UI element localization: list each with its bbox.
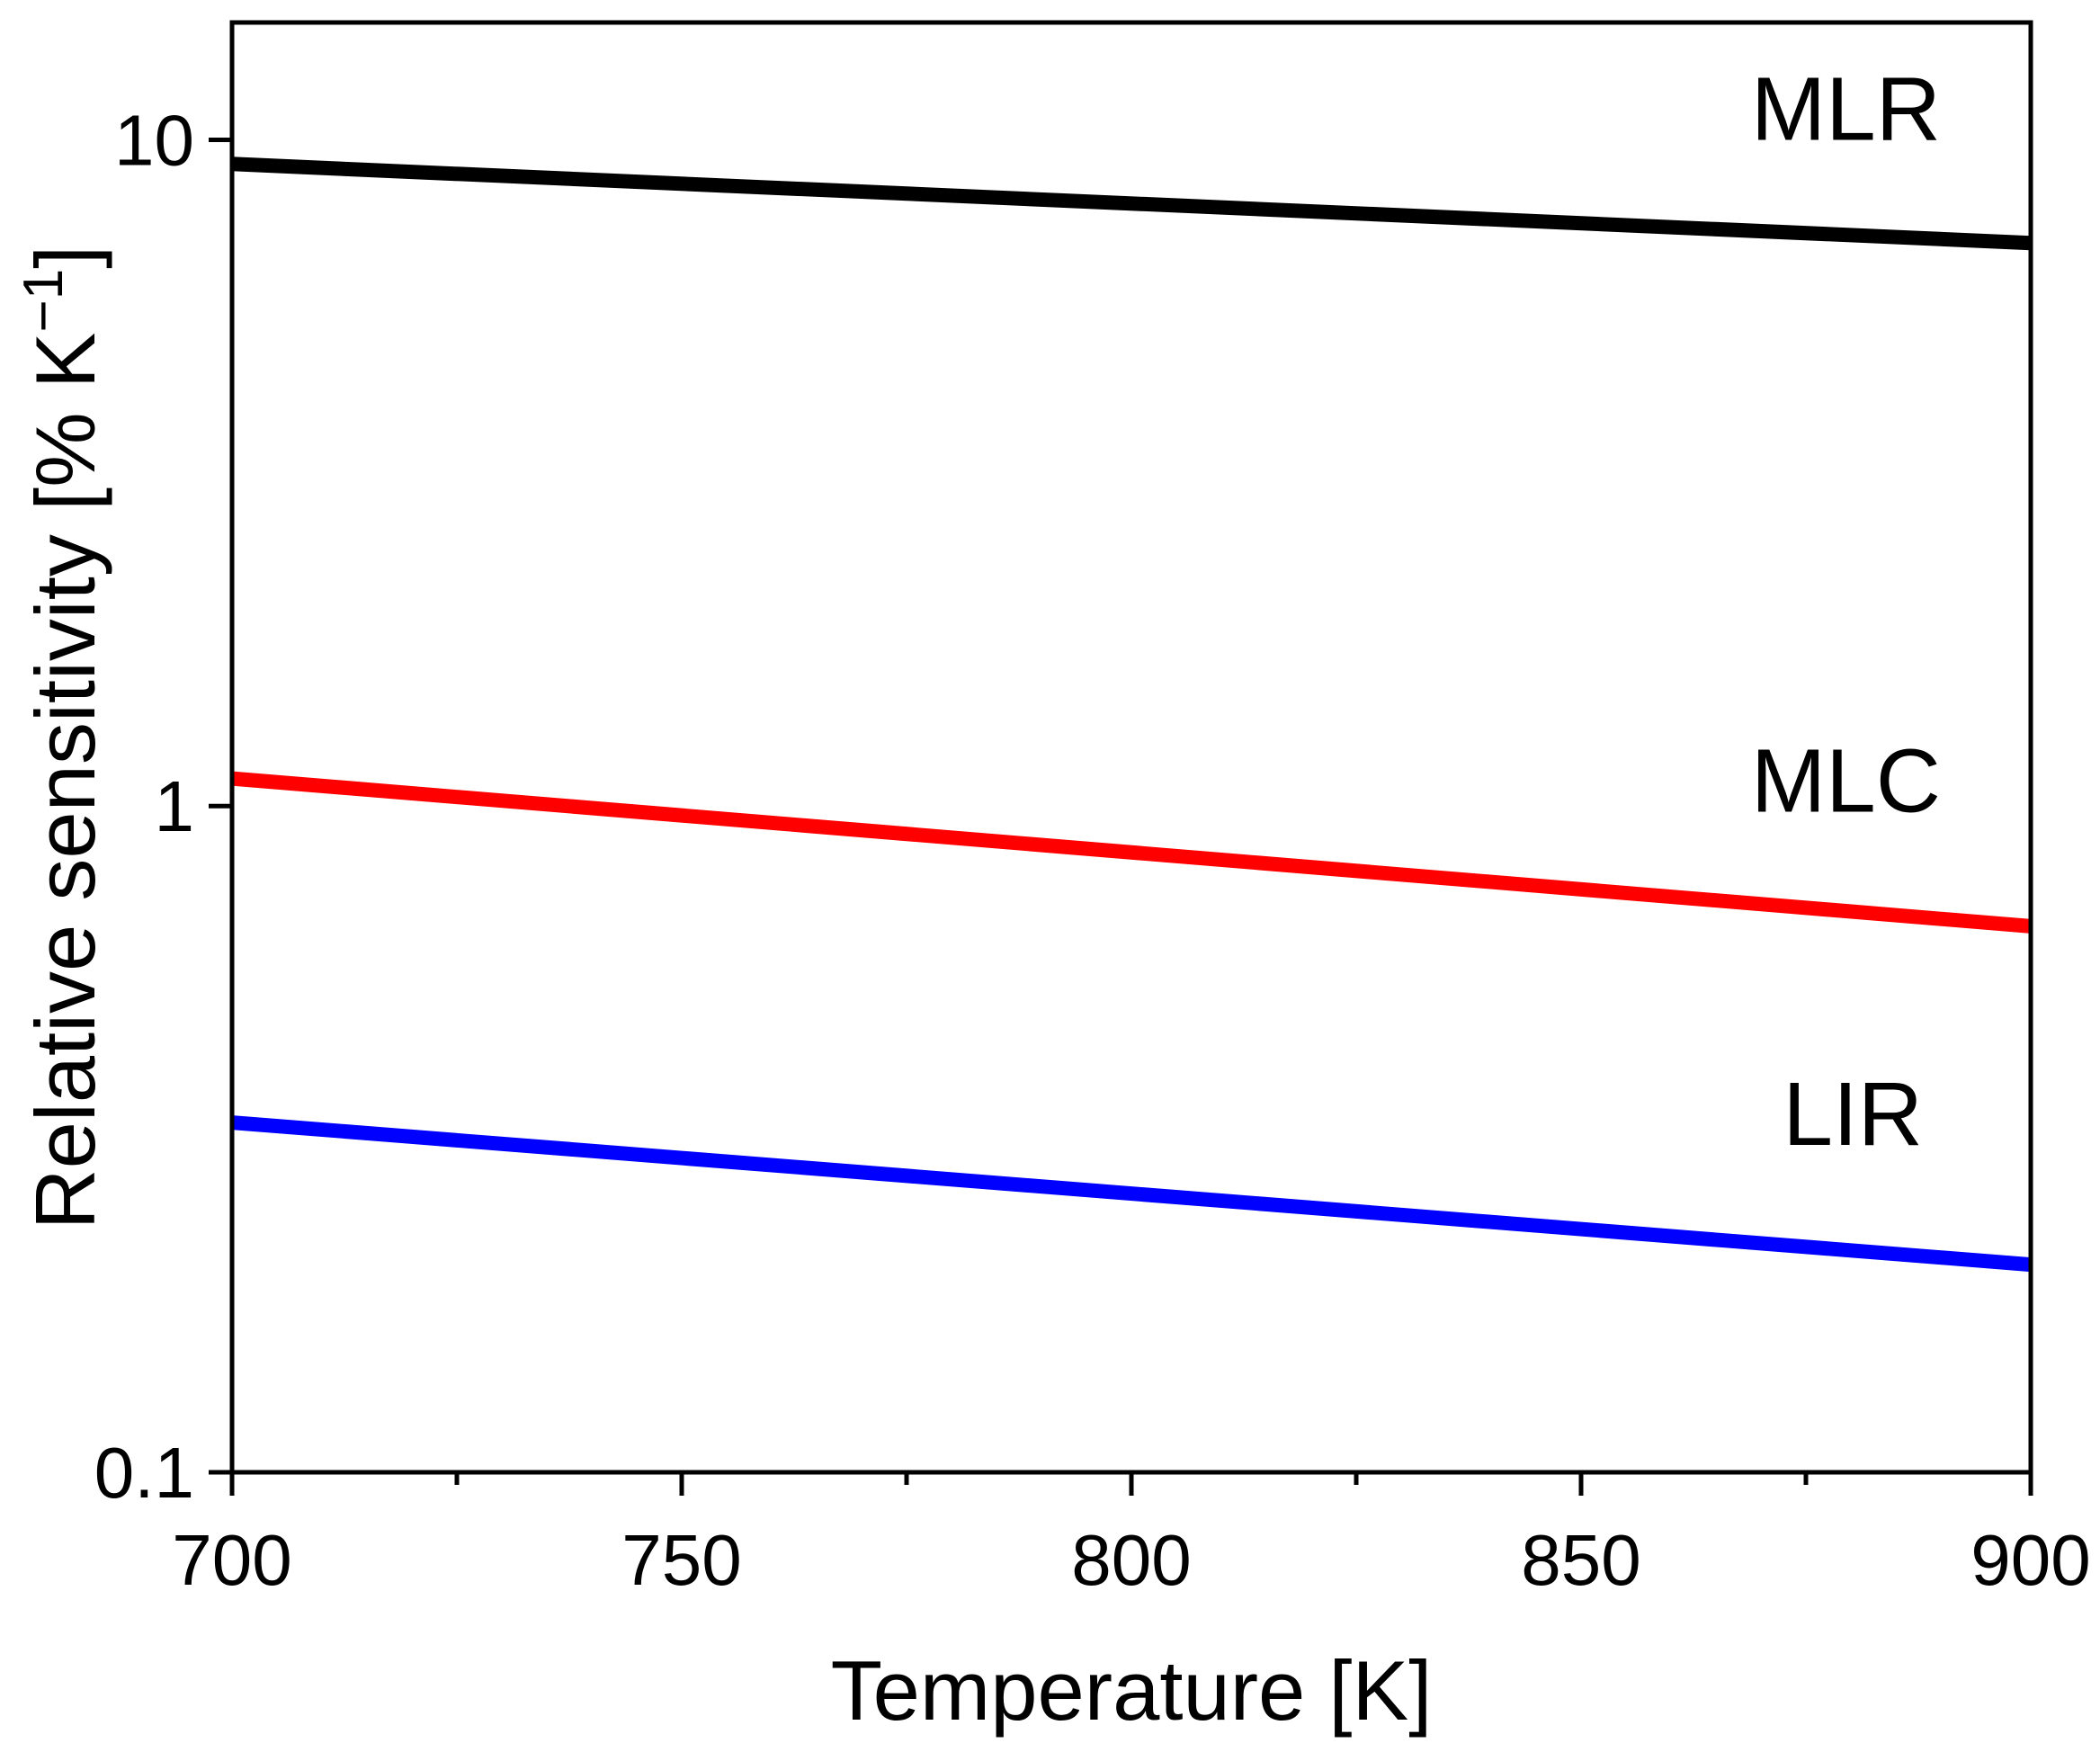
series-line-mlc	[231, 771, 2032, 934]
plot-frame	[229, 20, 2033, 1475]
y-axis-title: Relative sensitivity [% K−1]	[13, 246, 112, 1230]
series-label-mlc: MLC	[1751, 731, 1941, 832]
x-tick-label-850: 850	[1521, 1520, 1640, 1600]
x-axis-title: Temperature [K]	[831, 1643, 1433, 1738]
y-tick-label-10: 10	[114, 100, 194, 180]
x-tick-label-750: 750	[621, 1520, 741, 1600]
series-line-lir	[231, 1115, 2032, 1273]
series-layer	[231, 156, 2032, 1273]
y-tick-label-1: 1	[155, 766, 195, 846]
labels-layer: MLR MLC LIR	[1751, 58, 1941, 1165]
y-tick-label-0_1: 0.1	[94, 1433, 194, 1513]
x-tick-label-800: 800	[1071, 1520, 1191, 1600]
series-label-mlr: MLR	[1751, 58, 1941, 159]
ticks-layer: 700 750 800 850 900 0.1 1 10	[94, 100, 2091, 1600]
y-axis-title-main: Relative sensitivity [% K	[18, 333, 112, 1230]
x-tick-label-700: 700	[172, 1520, 291, 1600]
series-line-mlr	[231, 156, 2032, 251]
series-label-lir: LIR	[1783, 1064, 1923, 1165]
x-tick-label-900: 900	[1970, 1520, 2090, 1600]
y-axis-title-superscript: −1	[13, 269, 75, 333]
y-axis-title-bracket: ]	[18, 246, 112, 269]
